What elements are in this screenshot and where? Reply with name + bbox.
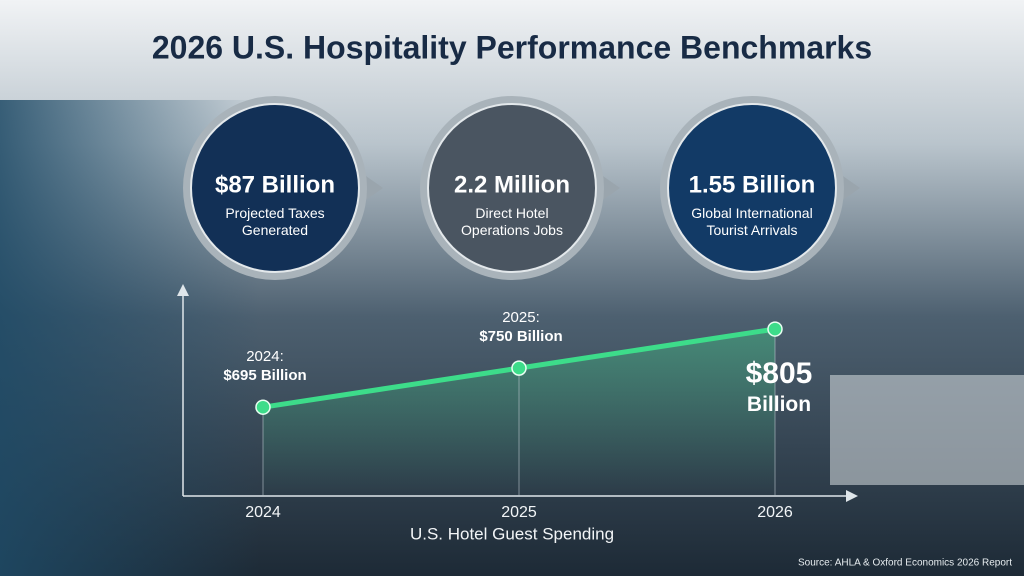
callout-circle — [190, 103, 360, 273]
value-label: $805 Billion — [746, 357, 813, 416]
callout-headline: 2.2 Million — [454, 171, 570, 198]
callout-label: Projected Taxes Generated — [225, 205, 324, 238]
value-label: 2025: $750 Billion — [479, 309, 562, 345]
point — [255, 399, 271, 415]
x-tick-label: 2024 — [245, 504, 281, 521]
x-axis-label: U.S. Hotel Guest Spending — [410, 524, 614, 543]
callout-headline: $87 Billion — [215, 171, 335, 198]
title: 2026 U.S. Hospitality Performance Benchm… — [152, 29, 872, 65]
callout-circle — [427, 103, 597, 273]
x-tick-label: 2025 — [501, 504, 537, 521]
callout-pointer — [840, 174, 860, 202]
x-tick-label: 2026 — [757, 504, 793, 521]
point — [767, 321, 783, 337]
source: Source: AHLA & Oxford Economics 2026 Rep… — [798, 558, 1012, 569]
value-label: 2024: $695 Billion — [223, 348, 306, 384]
callout-label: Direct Hotel Operations Jobs — [461, 205, 563, 238]
callout-circle — [667, 103, 837, 273]
callout-pointer — [363, 174, 383, 202]
callout-headline: 1.55 Billion — [689, 171, 816, 198]
reception-desk — [830, 375, 1024, 485]
callout-pointer — [600, 174, 620, 202]
callout-label: Global International Tourist Arrivals — [691, 205, 812, 238]
point — [511, 360, 527, 376]
